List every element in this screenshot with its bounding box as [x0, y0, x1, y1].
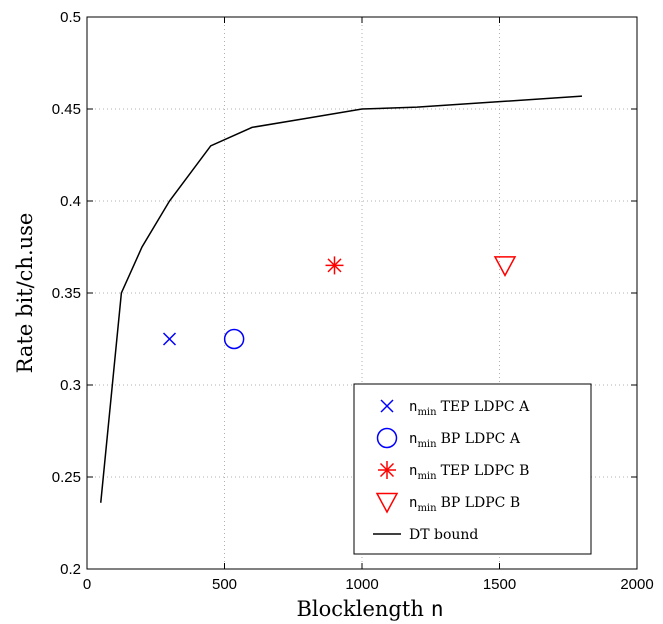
y-tick-label: 0.45 [52, 101, 81, 118]
legend-label-var: n [409, 495, 417, 511]
legend-label: DT bound [409, 527, 478, 543]
data-point-1 [223, 328, 245, 350]
plot-frame [86, 16, 638, 570]
legend-label-text: BP LDPC B [441, 495, 521, 511]
legend-marker [380, 399, 394, 413]
marker-triangle [493, 256, 517, 277]
marker-stroke [327, 258, 342, 273]
legend-label-text: BP LDPC A [441, 431, 521, 447]
axis-ticks: 0 500 1000 1500 2000 0.2 0.25 0.3 0.35 0.4 0.45 0.5 [52, 9, 654, 593]
legend-label-text: TEP LDPC B [441, 463, 530, 479]
data-point-0 [162, 332, 177, 346]
legend-label-var: n [409, 431, 417, 447]
y-tick-label: 0.3 [60, 377, 81, 394]
legend-label-subscript: min [417, 503, 437, 514]
marker-circle [223, 328, 245, 350]
y-axis-label: Rate bit/ch.use [13, 213, 37, 374]
legend-marker [376, 427, 398, 449]
y-tick-label: 0.35 [52, 285, 81, 302]
legend-label-text: TEP LDPC A [441, 399, 531, 415]
legend-label: nmin BP LDPC A [409, 431, 521, 450]
legend-label-subscript: min [417, 439, 437, 450]
y-tick-label: 0.2 [60, 561, 81, 578]
marker-stroke [379, 462, 395, 478]
legend-label-subscript: min [417, 471, 437, 482]
y-tick-label: 0.25 [52, 469, 81, 486]
y-tick-label: 0.4 [60, 193, 81, 210]
marker-circle [376, 427, 398, 449]
x-tick-label: 2000 [620, 576, 653, 593]
marker-stroke [162, 332, 177, 346]
series-line-dt-bound [100, 95, 583, 503]
x-axis-label-var: n [431, 597, 444, 621]
x-tick-label: 500 [212, 576, 237, 593]
legend-label-subscript: min [417, 407, 437, 418]
legend-label-var: n [409, 399, 417, 415]
data-series [100, 95, 583, 503]
data-point-3 [493, 256, 517, 277]
marker-triangle [375, 492, 399, 514]
data-point-2 [325, 256, 344, 275]
y-tick-label: 0.5 [60, 9, 81, 26]
legend-marker [375, 492, 399, 514]
legend-box [353, 383, 592, 555]
x-axis-label-text: Blocklength [296, 597, 423, 621]
legend-label: nmin BP LDPC B [409, 495, 520, 514]
x-tick-label: 0 [83, 576, 91, 593]
x-axis-label: Blocklength n [296, 597, 443, 621]
legend-label: nmin TEP LDPC B [409, 463, 529, 482]
x-tick-label: 1000 [345, 576, 378, 593]
legend-marker [378, 461, 396, 479]
marker-stroke [380, 399, 394, 413]
legend-label: nmin TEP LDPC A [409, 399, 530, 418]
legend-label-var: n [409, 463, 417, 479]
x-tick-label: 1500 [483, 576, 516, 593]
